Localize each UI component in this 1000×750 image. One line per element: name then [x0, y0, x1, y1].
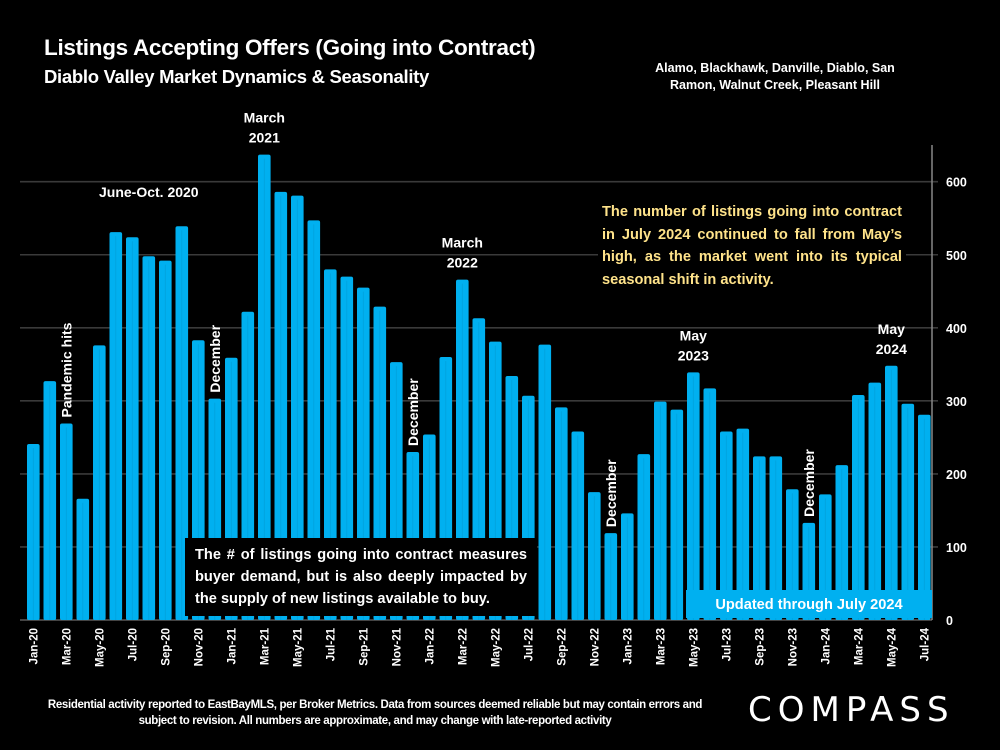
- x-tick-label: Nov-20: [193, 628, 205, 666]
- x-tick-label: Sep-23: [754, 628, 766, 666]
- x-tick-label: May-22: [490, 628, 502, 667]
- annotation-label: 2022: [447, 255, 478, 271]
- x-tick-label: Nov-21: [391, 627, 403, 666]
- regions-label: Alamo, Blackhawk, Danville, Diablo, San …: [655, 61, 895, 92]
- x-tick-label: Jan-23: [622, 628, 634, 664]
- x-tick-label: May-24: [886, 627, 898, 667]
- x-tick-label: Mar-23: [655, 628, 667, 665]
- x-tick-label: Mar-24: [853, 627, 865, 665]
- annotation-label: May: [878, 321, 905, 337]
- demand-explainer-box: The # of listings going into contract me…: [185, 538, 537, 616]
- annotation-label: December: [801, 449, 817, 517]
- x-tick-label: Jul-24: [919, 627, 931, 661]
- x-tick-label: Mar-21: [259, 627, 271, 665]
- x-tick-label: Nov-22: [589, 628, 601, 666]
- annotation-label: 2021: [249, 130, 280, 146]
- x-tick-label: Jan-20: [28, 628, 40, 664]
- x-tick-label: May-20: [94, 628, 106, 667]
- x-tick-label: Sep-20: [160, 628, 172, 666]
- updated-through-banner: Updated through July 2024: [686, 590, 932, 618]
- x-axis-ticks: Jan-20 Mar-20 May-20 Jul-20 Sep-20 Nov-20 Jan-…: [28, 627, 931, 667]
- x-tick-label: Jul-23: [721, 628, 733, 661]
- bars: [27, 154, 931, 621]
- chart-subtitle: Diablo Valley Market Dynamics & Seasonal…: [44, 66, 430, 87]
- annotation-label: March: [442, 235, 483, 251]
- x-tick-label: May-23: [688, 628, 700, 667]
- annotation-label: 2023: [678, 347, 709, 363]
- y-tick-label: 500: [946, 249, 967, 263]
- chart-title: Listings Accepting Offers (Going into Co…: [44, 35, 536, 60]
- commentary-note: The number of listings going into contra…: [598, 201, 906, 291]
- y-tick-label: 0: [946, 614, 953, 628]
- y-tick-label: 300: [946, 395, 967, 409]
- x-tick-label: Jan-24: [820, 627, 832, 664]
- annotation-label: May: [680, 327, 707, 343]
- annotation-label: March: [244, 110, 285, 126]
- x-tick-label: Mar-20: [61, 628, 73, 665]
- annotation-label: 2024: [876, 341, 907, 357]
- x-tick-label: Nov-23: [787, 628, 799, 666]
- x-tick-label: Sep-22: [556, 628, 568, 666]
- x-tick-label: May-21: [292, 627, 304, 667]
- annotation-label: December: [603, 459, 619, 527]
- x-tick-label: Jul-20: [127, 628, 139, 661]
- x-tick-label: Jan-22: [424, 628, 436, 664]
- y-axis-ticks: 0 100 200 300 400 500 600: [946, 176, 967, 628]
- x-tick-label: Jan-21: [226, 627, 238, 664]
- x-tick-label: Jul-22: [523, 628, 535, 661]
- annotation-label: December: [405, 378, 421, 446]
- annotation-label: June-Oct. 2020: [99, 184, 199, 200]
- y-tick-label: 200: [946, 468, 967, 482]
- annotation-label: December: [207, 324, 223, 392]
- x-tick-label: Jul-21: [325, 627, 337, 661]
- y-tick-label: 600: [946, 176, 967, 190]
- y-tick-label: 400: [946, 322, 967, 336]
- y-tick-label: 100: [946, 541, 967, 555]
- annotations: Pandemic hits June-Oct. 2020 December March…: [58, 110, 907, 527]
- source-footnote: Residential activity reported to EastBay…: [47, 699, 703, 727]
- annotation-label: Pandemic hits: [58, 322, 74, 417]
- x-tick-label: Mar-22: [457, 628, 469, 665]
- compass-logo: COMPASS: [748, 690, 955, 730]
- x-tick-label: Sep-21: [358, 627, 370, 665]
